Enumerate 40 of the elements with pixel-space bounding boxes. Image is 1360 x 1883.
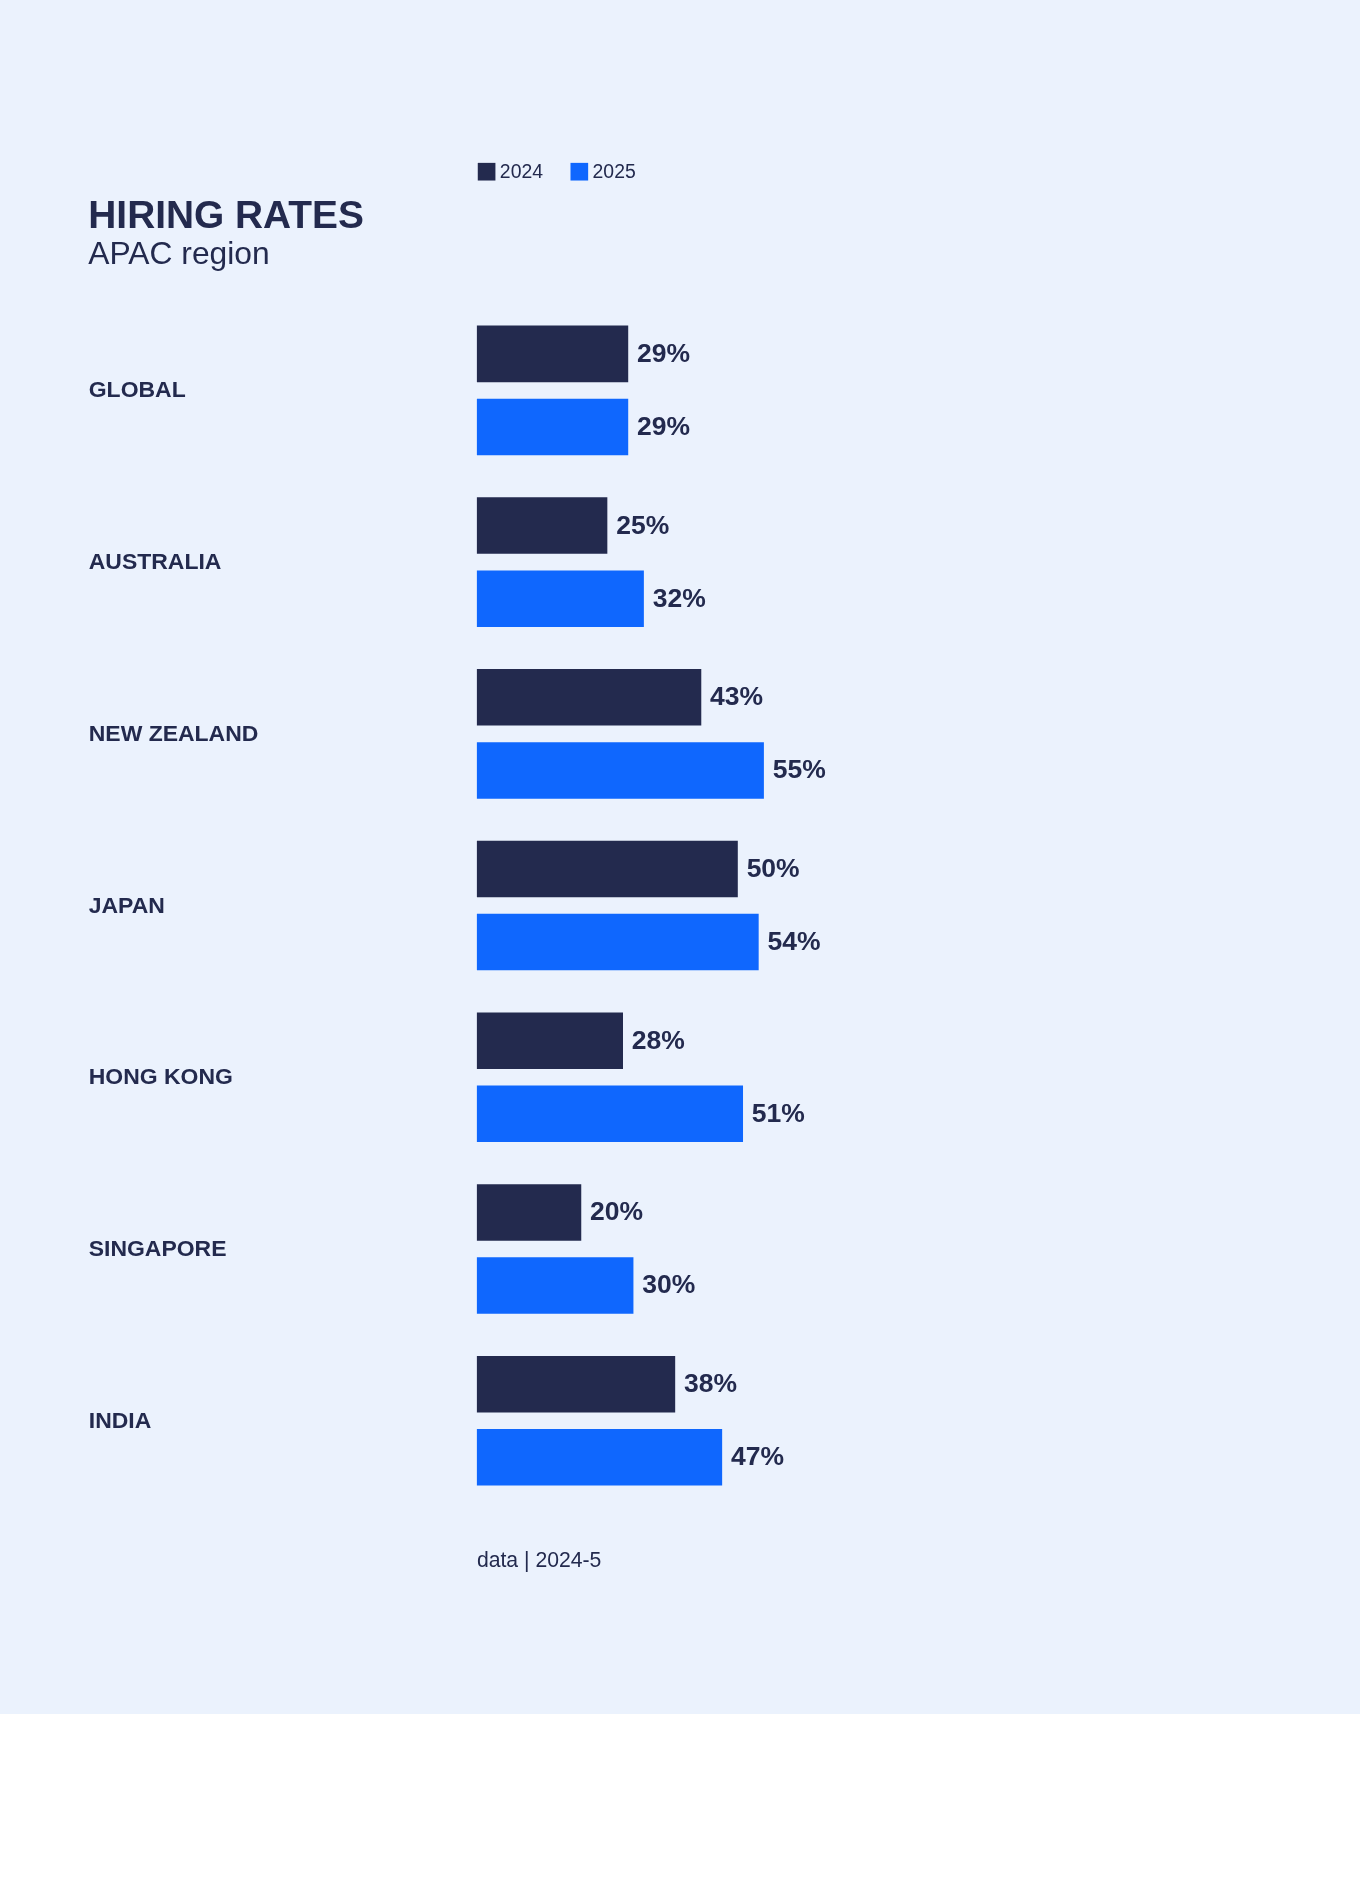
y-tick-label: JAPAN (88, 891, 165, 918)
data-label: 54% (767, 926, 821, 957)
data-label: 50% (746, 852, 800, 883)
y-tick-label: SINGAPORE (88, 1235, 227, 1262)
bar (476, 913, 759, 971)
bar (476, 398, 629, 456)
data-label: 20% (590, 1196, 644, 1227)
data-label: 55% (772, 754, 826, 785)
bar (476, 1355, 676, 1413)
bar (476, 669, 702, 726)
data-label: 30% (642, 1269, 696, 1300)
bar (476, 742, 764, 799)
legend-label: 2024 (499, 159, 544, 182)
bar (476, 1012, 623, 1070)
y-tick-label: HONG KONG (88, 1063, 233, 1090)
bar (476, 840, 738, 898)
y-tick-label: AUSTRALIA (88, 548, 222, 575)
data-label: 32% (652, 582, 706, 613)
legend-label: 2025 (592, 159, 636, 182)
data-label: 38% (684, 1368, 738, 1399)
data-label: 29% (637, 410, 691, 441)
text: data | 2024-5 (476, 1548, 602, 1573)
bar (476, 1429, 723, 1486)
bar (476, 1257, 634, 1314)
bar (476, 1184, 582, 1241)
y-tick-label: INDIA (88, 1406, 152, 1433)
data-label: 28% (631, 1024, 685, 1055)
text: APAC region (88, 234, 270, 271)
chart-title: HIRING RATES (88, 193, 364, 237)
bar (476, 570, 644, 627)
data-label: 47% (730, 1441, 784, 1472)
data-label: 43% (710, 681, 764, 712)
bar (476, 325, 629, 383)
data-label: 51% (751, 1097, 805, 1128)
y-tick-label: NEW ZEALAND (88, 719, 259, 746)
bar (476, 1085, 744, 1143)
bar (476, 497, 608, 554)
data-label: 25% (616, 509, 670, 540)
y-tick-label: GLOBAL (88, 376, 186, 403)
data-label: 29% (637, 337, 691, 368)
